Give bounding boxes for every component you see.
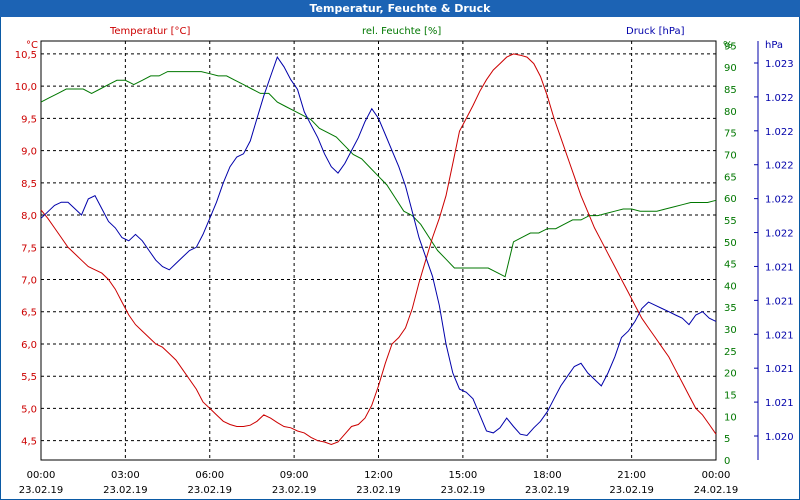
pressure-tick-label: 1.022: [765, 161, 794, 172]
pressure-axis-label: Druck [hPa]: [626, 26, 685, 37]
x-tick-time: 00:00: [27, 470, 56, 481]
pressure-tick-label: 1.021: [765, 364, 794, 375]
humidity-tick-label: 70: [724, 150, 737, 161]
pressure-tick-label: 1.021: [765, 262, 794, 273]
humidity-tick-label: 30: [724, 325, 737, 336]
humidity-line: [40, 71, 717, 278]
humidity-tick-label: 0: [724, 456, 730, 467]
humidity-tick-label: 10: [724, 412, 737, 423]
x-tick-date: 24.02.19: [694, 485, 739, 496]
pressure-tick-label: 1.022: [765, 127, 794, 138]
humidity-tick-label: 50: [724, 238, 737, 249]
x-tick-date: 23.02.19: [187, 485, 232, 496]
temperature-line: [40, 53, 717, 446]
x-tick-time: 15:00: [448, 470, 477, 481]
x-tick-time: 09:00: [280, 470, 309, 481]
temperature-tick-label: 7,0: [21, 276, 37, 287]
humidity-tick-label: 75: [724, 129, 737, 140]
window-title: Temperatur, Feuchte & Druck: [0, 0, 800, 17]
humidity-tick-label: 85: [724, 85, 737, 96]
x-tick-time: 21:00: [617, 470, 646, 481]
temperature-tick-label: 9,5: [21, 114, 37, 125]
temperature-tick-label: 9,0: [21, 147, 37, 158]
pressure-tick-label: 1.021: [765, 296, 794, 307]
series-layer: [40, 53, 717, 446]
humidity-tick-label: 40: [724, 281, 737, 292]
pressure-tick-label: 1.021: [765, 398, 794, 409]
temperature-tick-label: 4,5: [21, 437, 37, 448]
temperature-tick-label: 10,5: [15, 50, 37, 61]
pressure-tick-label: 1.022: [765, 93, 794, 104]
temperature-tick-label: 8,0: [21, 211, 37, 222]
x-tick-time: 00:00: [702, 470, 731, 481]
temperature-tick-label: 5,5: [21, 372, 37, 383]
humidity-tick-label: 45: [724, 260, 737, 271]
x-tick-time: 03:00: [111, 470, 140, 481]
pressure-line: [40, 56, 717, 437]
pressure-tick-label: 1.020: [765, 432, 794, 443]
x-tick-date: 23.02.19: [19, 485, 64, 496]
x-tick-date: 23.02.19: [272, 485, 317, 496]
x-tick-date: 23.02.19: [525, 485, 570, 496]
humidity-tick-label: 20: [724, 369, 737, 380]
x-tick-time: 06:00: [195, 470, 224, 481]
temperature-tick-label: 6,5: [21, 308, 37, 319]
humidity-tick-label: 15: [724, 391, 737, 402]
temperature-tick-label: 10,0: [15, 82, 37, 93]
humidity-tick-label: 60: [724, 194, 737, 205]
humidity-tick-label: 25: [724, 347, 737, 358]
pressure-tick-label: 1.023: [765, 59, 794, 70]
temperature-tick-label: 5,0: [21, 404, 37, 415]
tick-labels: 00:00 23.02.19 03:00 23.02.19 06:00 23.02.19 0…: [15, 41, 794, 496]
humidity-tick-label: 95: [724, 41, 737, 52]
humidity-tick-label: 65: [724, 172, 737, 183]
humidity-axis-label: rel. Feuchte [%]: [362, 26, 441, 37]
humidity-tick-label: 35: [724, 303, 737, 314]
temperature-tick-label: 6,0: [21, 340, 37, 351]
temperature-axis-label: Temperatur [°C]: [109, 26, 190, 37]
x-tick-time: 18:00: [533, 470, 562, 481]
humidity-tick-label: 80: [724, 107, 737, 118]
pressure-tick-label: 1.022: [765, 229, 794, 240]
temperature-axis-unit: °C: [26, 40, 38, 51]
x-tick-time: 12:00: [364, 470, 393, 481]
humidity-tick-label: 90: [724, 63, 737, 74]
x-tick-date: 23.02.19: [609, 485, 654, 496]
pressure-tick-label: 1.022: [765, 195, 794, 206]
humidity-tick-label: 55: [724, 216, 737, 227]
x-tick-date: 23.02.19: [356, 485, 401, 496]
humidity-tick-label: 5: [724, 434, 730, 445]
pressure-axis-unit: hPa: [765, 40, 783, 51]
humidity-axis-unit: %: [723, 40, 733, 51]
temperature-tick-label: 8,5: [21, 179, 37, 190]
pressure-tick-label: 1.021: [765, 330, 794, 341]
x-tick-date: 23.02.19: [441, 485, 486, 496]
temperature-tick-label: 7,5: [21, 243, 37, 254]
x-tick-date: 23.02.19: [103, 485, 148, 496]
